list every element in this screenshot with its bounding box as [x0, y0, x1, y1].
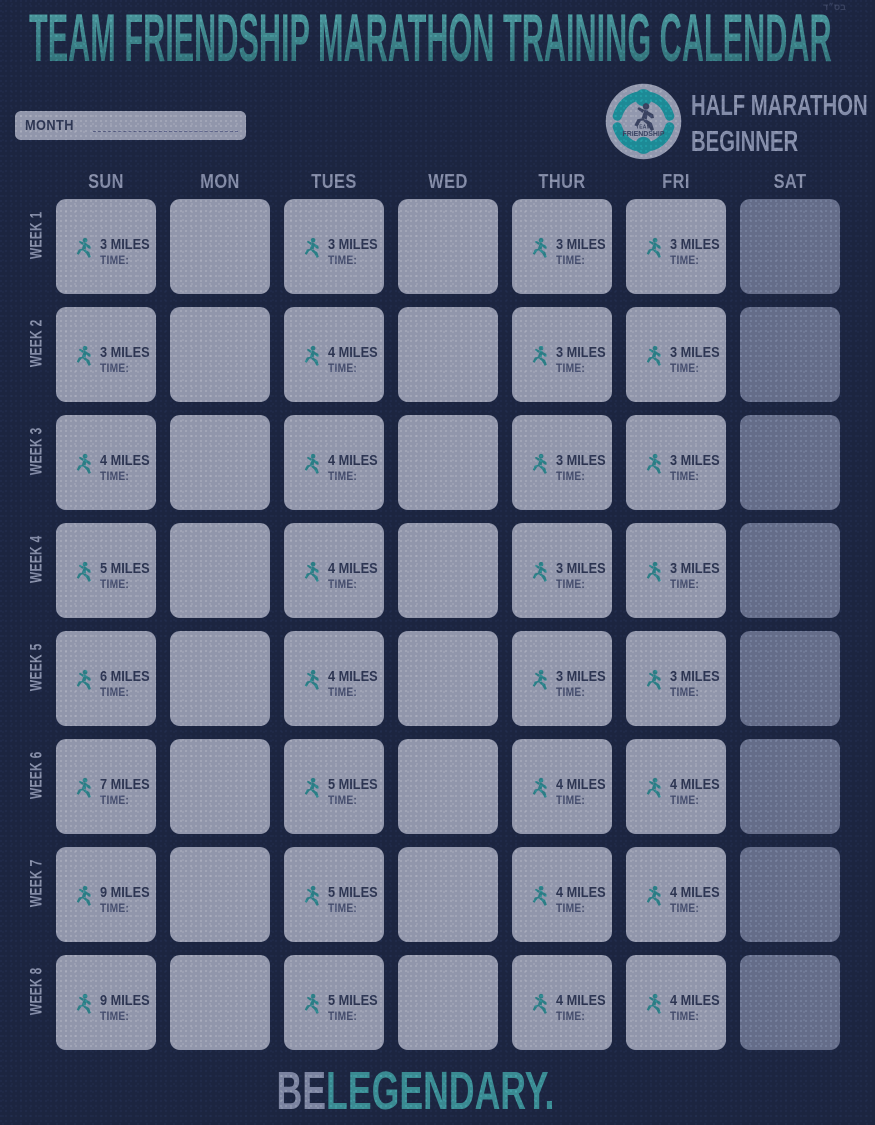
svg-text:FRIENDSHIP: FRIENDSHIP	[623, 131, 665, 138]
svg-text:TEAM: TEAM	[636, 124, 651, 130]
